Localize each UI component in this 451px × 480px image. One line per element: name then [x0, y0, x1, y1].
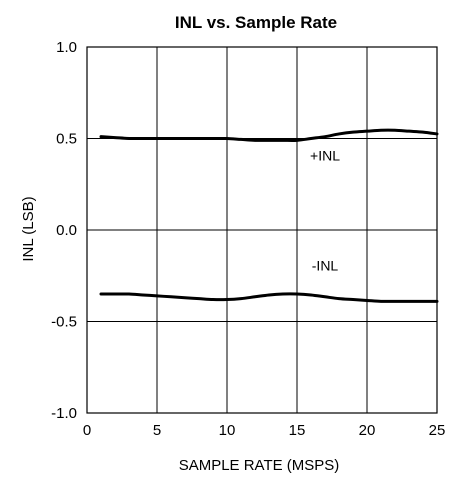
series-annotations: +INL -INL: [310, 147, 340, 273]
series-line-plus-inl: [99, 128, 439, 142]
y-tick-label: -0.5: [51, 314, 77, 331]
chart-title: INL vs. Sample Rate: [175, 13, 337, 32]
x-tick-label: 0: [83, 422, 91, 439]
y-tick-label: -1.0: [51, 405, 77, 422]
series-annotation: -INL: [312, 257, 339, 273]
y-axis-label: INL (LSB): [20, 196, 37, 261]
grid-lines: [86, 46, 438, 414]
series-annotation: +INL: [310, 147, 340, 163]
x-tick-label: 15: [289, 422, 306, 439]
series-line-minus-inl: [99, 292, 439, 303]
tick-labels: 0 5 10 15 20 25 1.0 0.5 0.0 -0.5 -1.0: [51, 39, 445, 439]
x-tick-label: 5: [153, 422, 161, 439]
x-tick-label: 20: [359, 422, 376, 439]
x-axis-label: SAMPLE RATE (MSPS): [179, 457, 340, 474]
y-tick-label: 1.0: [56, 39, 77, 56]
x-tick-label: 25: [429, 422, 446, 439]
x-tick-label: 10: [219, 422, 236, 439]
y-tick-label: 0.0: [56, 222, 77, 239]
series-group: [99, 128, 439, 303]
y-tick-label: 0.5: [56, 131, 77, 148]
